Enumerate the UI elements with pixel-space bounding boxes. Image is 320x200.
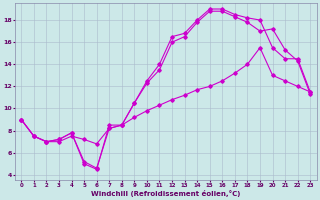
X-axis label: Windchill (Refroidissement éolien,°C): Windchill (Refroidissement éolien,°C): [91, 190, 240, 197]
